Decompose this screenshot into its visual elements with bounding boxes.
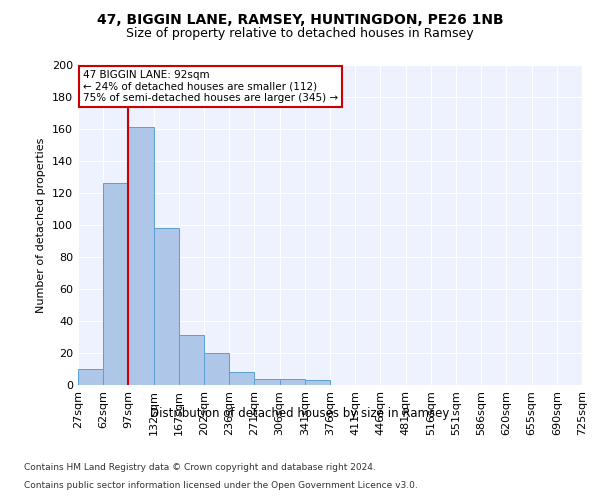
Bar bbox=[229, 372, 254, 385]
Text: 47, BIGGIN LANE, RAMSEY, HUNTINGDON, PE26 1NB: 47, BIGGIN LANE, RAMSEY, HUNTINGDON, PE2… bbox=[97, 12, 503, 26]
Bar bbox=[280, 378, 305, 385]
Text: Distribution of detached houses by size in Ramsey: Distribution of detached houses by size … bbox=[151, 408, 449, 420]
Bar bbox=[305, 380, 330, 385]
Bar bbox=[179, 336, 204, 385]
Bar bbox=[254, 378, 280, 385]
Text: 47 BIGGIN LANE: 92sqm
← 24% of detached houses are smaller (112)
75% of semi-det: 47 BIGGIN LANE: 92sqm ← 24% of detached … bbox=[83, 70, 338, 103]
Bar bbox=[78, 369, 103, 385]
Bar bbox=[128, 128, 154, 385]
Y-axis label: Number of detached properties: Number of detached properties bbox=[37, 138, 46, 312]
Text: Contains HM Land Registry data © Crown copyright and database right 2024.: Contains HM Land Registry data © Crown c… bbox=[24, 464, 376, 472]
Bar bbox=[103, 184, 128, 385]
Bar bbox=[154, 228, 179, 385]
Text: Size of property relative to detached houses in Ramsey: Size of property relative to detached ho… bbox=[126, 28, 474, 40]
Text: Contains public sector information licensed under the Open Government Licence v3: Contains public sector information licen… bbox=[24, 481, 418, 490]
Bar bbox=[204, 353, 229, 385]
